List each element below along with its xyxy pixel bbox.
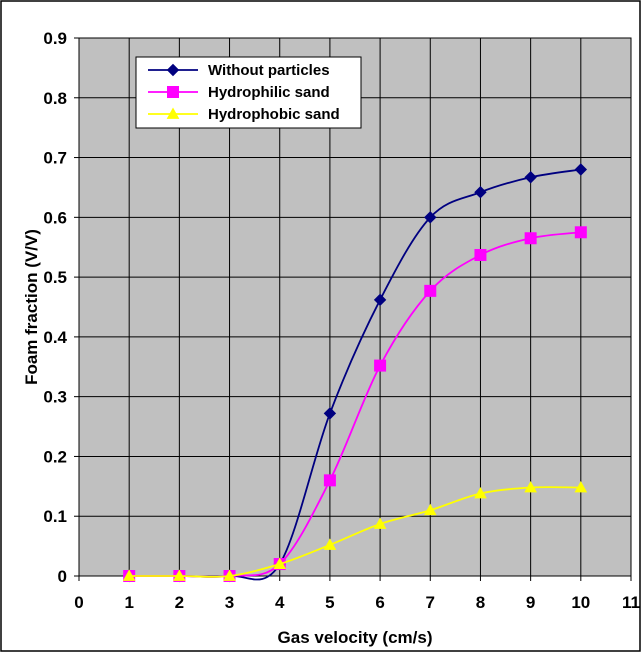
legend-item-2: Hydrophilic sand [148, 84, 330, 101]
x-tick-label: 8 [476, 593, 485, 612]
y-tick-label: 0.8 [43, 89, 67, 108]
data-point [423, 503, 437, 516]
legend-item-3: Hydrophobic sand [148, 106, 340, 123]
data-point [173, 569, 186, 581]
y-tick-label: 0.5 [43, 268, 67, 287]
data-point [273, 557, 287, 569]
y-axis: 0 0.1 0.2 0.3 0.4 0.5 0.6 0.7 0.8 0.9 [43, 29, 79, 586]
data-point [574, 163, 588, 176]
data-point [373, 293, 387, 307]
data-point [424, 211, 437, 224]
y-tick-label: 0.3 [43, 388, 67, 407]
y-tick-label: 0.9 [43, 29, 67, 48]
x-axis-label: Gas velocity (cm/s) [278, 628, 433, 647]
series-layer [122, 163, 588, 583]
x-axis: 0 1 2 3 4 5 6 7 8 9 10 11 [74, 576, 640, 612]
x-tick-label: 9 [526, 593, 535, 612]
series-line [129, 486, 581, 578]
data-point [323, 474, 336, 487]
data-point [474, 248, 487, 261]
y-tick-label: 0 [58, 567, 67, 586]
y-tick-label: 0.2 [43, 447, 67, 466]
data-point [574, 480, 588, 493]
legend-marker [167, 86, 179, 98]
y-tick-label: 0.1 [43, 507, 67, 526]
x-tick-label: 4 [275, 593, 285, 612]
data-point [424, 284, 437, 297]
legend-label: Without particles [208, 62, 330, 79]
legend-marker [166, 107, 180, 119]
data-point [524, 171, 537, 184]
x-tick-label: 0 [74, 593, 83, 612]
x-tick-label: 11 [622, 593, 640, 612]
x-tick-label: 10 [571, 593, 590, 612]
legend-label: Hydrophobic sand [208, 106, 340, 123]
y-tick-label: 0.6 [43, 208, 67, 227]
x-tick-label: 6 [375, 593, 384, 612]
data-point [223, 569, 236, 581]
data-point [374, 359, 387, 372]
data-point [323, 407, 337, 420]
y-tick-label: 0.7 [43, 149, 67, 168]
legend-label: Hydrophilic sand [208, 84, 330, 101]
data-point [373, 517, 387, 529]
legend-item-1: Without particles [148, 62, 330, 79]
x-tick-label: 2 [175, 593, 184, 612]
legend: Without particles Hydrophilic sand Hydroph… [135, 56, 362, 129]
plot-border [78, 37, 632, 577]
data-point [122, 569, 136, 581]
y-axis-label: Foam fraction (V/V) [22, 229, 41, 385]
data-point [474, 486, 487, 499]
x-tick-label: 7 [426, 593, 435, 612]
data-point [574, 226, 587, 239]
y-tick-label: 0.4 [43, 328, 67, 347]
series-3 [122, 480, 588, 581]
legend-marker [166, 63, 180, 77]
x-tick-label: 1 [124, 593, 133, 612]
data-point [323, 538, 337, 550]
data-point [474, 186, 487, 199]
x-tick-label: 3 [225, 593, 234, 612]
data-point [524, 480, 537, 493]
x-tick-label: 5 [325, 593, 334, 612]
data-point [524, 232, 537, 245]
